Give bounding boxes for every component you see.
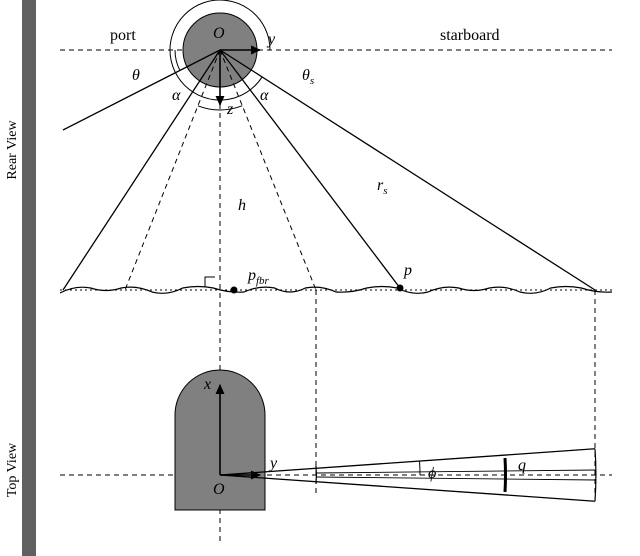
label-p: p <box>403 262 412 279</box>
arc-theta <box>175 50 180 70</box>
ray-theta-starboard <box>220 50 595 290</box>
ray-alpha-port <box>125 50 220 290</box>
diagram-canvas: Rear View Top View port starboard Oy z θ α α θs h r… <box>0 0 640 556</box>
label-pfbr: pfbr <box>247 267 270 287</box>
label-q: q <box>518 457 526 474</box>
arc-alpha-port <box>198 106 220 110</box>
label-starboard: starboard <box>440 27 500 44</box>
label-y-rear: y <box>266 31 276 48</box>
arc-q <box>505 458 506 492</box>
label-port: port <box>110 27 136 44</box>
label-O-rear: O <box>213 25 225 42</box>
label-phi: ϕ <box>428 465 436 482</box>
ray-far-port <box>63 50 220 290</box>
ray-theta-port <box>63 50 220 130</box>
label-theta: θ <box>132 67 140 84</box>
label-z-rear: z <box>226 101 234 118</box>
section-divider-bar <box>22 0 36 556</box>
top-view-label: Top View <box>5 442 20 497</box>
label-x-top: x <box>203 376 211 393</box>
label-alpha-star: α <box>260 87 269 104</box>
ray-alpha-star <box>220 50 316 290</box>
label-theta-s: θs <box>302 67 314 87</box>
point-pfbr <box>231 287 238 294</box>
beam-edge-lower <box>220 475 595 501</box>
right-angle-marker <box>205 277 215 287</box>
point-p <box>397 285 404 292</box>
label-rs: rs <box>377 177 388 197</box>
rear-view-label: Rear View <box>5 120 20 180</box>
label-O-top: O <box>213 481 225 498</box>
label-alpha-port: α <box>172 87 181 104</box>
label-y-top: y <box>268 455 278 472</box>
label-h: h <box>238 197 246 214</box>
